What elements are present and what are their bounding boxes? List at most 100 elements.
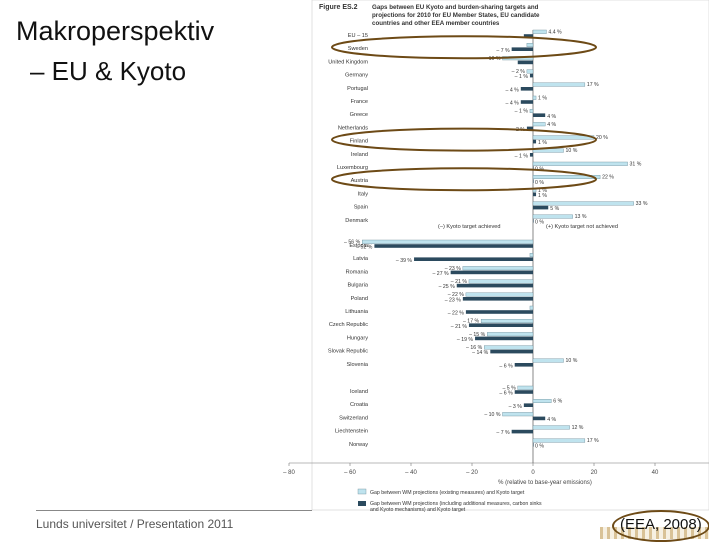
data-label-wm: 1 % [538, 188, 547, 194]
bar-wm [529, 108, 534, 113]
legend-swatch-wm [357, 488, 367, 495]
x-tick-label: 20 [591, 470, 598, 476]
x-tick-label: – 60 [344, 470, 356, 476]
category-label: EU – 15 [348, 33, 368, 39]
figure-panel [311, 0, 709, 511]
slide-subtitle: – EU & Kyoto [30, 56, 187, 86]
category-label: Czech Republic [329, 322, 368, 328]
data-label-wam: 4 % [547, 417, 556, 423]
data-label-wam: 0 % [535, 219, 544, 225]
category-label: Liechtenstein [335, 429, 368, 435]
bar-wam [450, 270, 533, 275]
data-label-wm: – 1 % [515, 109, 529, 115]
category-label: Spain [354, 205, 368, 211]
data-label-wm: – 15 % [469, 332, 486, 338]
category-label: Latvia [353, 256, 369, 262]
bar-wm [517, 385, 534, 390]
category-label: Hungary [347, 335, 368, 341]
bar-wam [517, 60, 533, 65]
bar-wm [532, 399, 552, 404]
data-label-wm: 13 % [575, 214, 587, 220]
bar-wam [511, 429, 533, 434]
figure-title-line: projections for 2010 for EU Member State… [372, 12, 540, 19]
category-label: Romania [346, 269, 369, 275]
data-label-wam: – 4 % [506, 87, 520, 93]
x-tick-label: – 80 [283, 470, 295, 476]
data-label-wam: – 6 % [499, 363, 513, 369]
bar-wam [533, 416, 546, 421]
category-label: Iceland [350, 389, 368, 395]
bar-wm [526, 43, 534, 48]
highlight-ellipse [331, 167, 597, 192]
data-label-wam: – 1 % [515, 153, 529, 159]
category-label: Germany [345, 73, 368, 79]
data-label-wm: 10 % [566, 358, 578, 364]
category-label: Estonia [349, 243, 369, 249]
bar-wam [520, 100, 533, 104]
bar-wm [484, 345, 534, 350]
x-tick-label: 0 [531, 470, 535, 476]
bar-wm [529, 305, 534, 310]
footer-separator: / [126, 517, 137, 531]
data-label-wam: – 19 % [457, 337, 474, 343]
footer-presentation: Presentation 2011 [136, 517, 234, 531]
category-label: France [351, 99, 368, 105]
data-label-wam: – 22 % [448, 311, 465, 317]
bar-wam [511, 47, 533, 51]
bar-wm [529, 252, 534, 257]
bar-wm [532, 161, 628, 166]
data-label-wam: – 23 % [445, 297, 462, 303]
data-label-wm: – 2 % [512, 69, 526, 75]
data-label-wam: 0 % [535, 180, 544, 186]
category-label: Portugal [347, 86, 368, 92]
data-label-wam: 4 % [547, 114, 556, 120]
data-label-wam: 1 % [538, 193, 547, 199]
x-axis-label: % (relative to base-year emissions) [498, 480, 592, 486]
bar-wam [520, 87, 533, 91]
highlight-ellipse [331, 35, 597, 60]
bar-wm [532, 95, 537, 100]
data-label-wam: – 1 % [515, 74, 529, 80]
citation: (EEA, 2008) [620, 516, 702, 533]
x-tick-label: 40 [652, 470, 659, 476]
footer-divider [36, 510, 312, 511]
x-tick-label: – 40 [405, 470, 417, 476]
bar-wam [456, 283, 533, 288]
bar-wm [462, 266, 534, 271]
legend-label-wam-cont: and Kyoto mechanisms) and Kyoto target [370, 507, 466, 513]
bar-wam [529, 153, 533, 157]
data-label-wam: – 4 % [506, 101, 520, 107]
data-label-wm: – 10 % [484, 412, 501, 418]
bar-wm [532, 438, 586, 443]
bar-wam [533, 139, 537, 144]
data-label-wm: 33 % [636, 201, 648, 207]
category-label: Norway [349, 442, 368, 448]
category-label: Slovak Republic [328, 349, 368, 355]
bar-wam [523, 34, 533, 38]
bar-wam [374, 244, 533, 248]
legend-inline-negative: (–) Kyoto target achieved [438, 224, 501, 230]
bar-wam [523, 403, 533, 407]
bar-wm [532, 82, 586, 87]
bar-wam [465, 310, 533, 314]
data-label-wam: – 25 % [439, 284, 456, 290]
category-label: Slovenia [347, 362, 369, 368]
data-label-wam: – 6 % [499, 391, 513, 397]
category-label: Austria [351, 178, 369, 184]
legend-swatch-wam [358, 501, 366, 506]
category-label: Sweden [348, 46, 368, 52]
data-label-wam: – 21 % [451, 324, 468, 330]
bar-wm [465, 292, 534, 297]
bar-wam [533, 192, 537, 197]
data-label-wam: – 7 % [496, 430, 510, 436]
bar-wm [532, 358, 564, 363]
bar-wam [526, 126, 533, 131]
category-label: United Kingdom [328, 59, 368, 65]
bar-wam [468, 323, 533, 327]
bar-wm [532, 214, 573, 219]
data-label-wam: 1 % [538, 140, 547, 146]
category-label: Ireland [351, 152, 368, 158]
data-label-wm: 10 % [566, 148, 578, 154]
category-label: Croatia [350, 402, 369, 408]
